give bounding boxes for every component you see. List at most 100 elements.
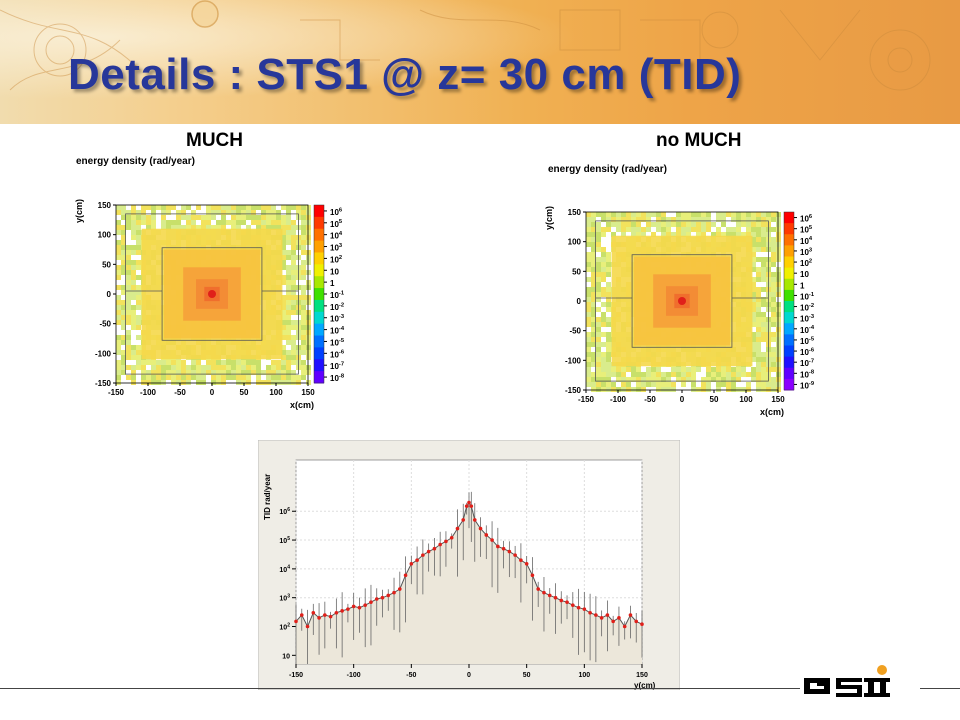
colorbar-band — [314, 264, 324, 277]
footer-rule — [0, 688, 960, 689]
data-point — [490, 538, 494, 542]
data-point — [519, 558, 523, 562]
data-point — [369, 600, 373, 604]
colorbar-band — [314, 335, 324, 348]
colorbar-tick-label: 104 — [330, 231, 343, 241]
heatmap-outline — [125, 213, 299, 375]
heatmap-cells — [116, 205, 311, 385]
colorbar-tick-label: 104 — [800, 236, 813, 246]
data-point — [469, 504, 474, 508]
data-point — [536, 587, 540, 591]
colorbar-band — [784, 323, 794, 335]
x-tick-label: 50 — [523, 672, 531, 679]
colorbar-band — [314, 240, 324, 253]
x-tick-label: -50 — [644, 395, 656, 404]
data-point — [524, 562, 529, 566]
y-tick-label: 50 — [572, 267, 581, 276]
banner-decoration — [0, 0, 960, 124]
x-tick-label: 50 — [710, 395, 719, 404]
y-axis-label: y(cm) — [74, 199, 84, 223]
data-point — [599, 616, 604, 620]
colorbar-tick-label: 106 — [330, 207, 342, 217]
data-point — [634, 619, 639, 624]
y-tick-label: 100 — [568, 238, 582, 247]
colorbar-tick-label: 10-4 — [330, 326, 345, 336]
data-point — [582, 607, 587, 611]
colorbar-band — [784, 367, 794, 380]
y-tick-label: -100 — [95, 349, 112, 358]
colorbar-band — [314, 311, 324, 325]
colorbar-tick-label: 10-2 — [800, 303, 814, 313]
colorbar-tick-label: 10-3 — [330, 314, 344, 324]
colorbar-tick-label: 102 — [330, 255, 342, 265]
colorbar-band — [314, 371, 324, 384]
y-tick-label: 0 — [577, 297, 582, 306]
colorbar-tick-label: 106 — [800, 214, 812, 224]
heatmap-title: energy density (rad/year) — [548, 164, 667, 175]
x-tick-label: 150 — [636, 672, 648, 679]
x-tick-label: -50 — [406, 672, 416, 679]
data-point — [640, 622, 644, 627]
data-point — [611, 619, 615, 624]
data-point — [542, 590, 546, 595]
y-axis-label: TID rad/year — [263, 474, 272, 520]
data-point — [559, 598, 564, 603]
colorbar-tick-label: 10 — [330, 267, 339, 276]
x-tick-label: -150 — [108, 388, 125, 397]
data-point — [444, 539, 448, 544]
data-point — [461, 518, 466, 522]
colorbar-tick-label: 10-2 — [330, 302, 344, 312]
colorbar-band — [784, 301, 794, 313]
y-tick-label: 150 — [568, 208, 582, 217]
data-point — [357, 605, 362, 610]
colorbar-tick-label: 10-1 — [800, 292, 815, 302]
data-point — [449, 535, 454, 540]
colorbar-tick-label: 105 — [800, 225, 813, 235]
colorbar-tick-label: 10-6 — [330, 350, 344, 360]
x-axis-label: x(cm) — [290, 400, 314, 410]
data-point — [380, 595, 385, 600]
y-tick-label: -100 — [565, 356, 582, 365]
data-point — [501, 546, 506, 551]
colorbar-band — [314, 205, 324, 218]
data-point — [622, 624, 627, 629]
data-point — [605, 613, 610, 617]
colorbar-band — [314, 359, 324, 372]
data-point — [478, 526, 483, 531]
colorbar-tick-label: 10-5 — [330, 338, 345, 348]
colorbar-band — [784, 356, 794, 369]
colorbar-tick-label: 102 — [800, 258, 812, 268]
colorbar-band — [784, 212, 794, 224]
heatmap-outline — [595, 220, 769, 382]
colorbar-band — [784, 345, 794, 358]
data-point — [571, 603, 575, 607]
x-tick-label: 100 — [578, 672, 590, 679]
colorbar-band — [784, 334, 794, 346]
x-axis-label: y(cm) — [634, 681, 656, 690]
data-point — [553, 595, 558, 600]
colorbar-tick-label: 10-8 — [800, 370, 815, 380]
data-point — [455, 526, 460, 531]
data-point — [576, 605, 581, 610]
heatmap-much: energy density (rad/year) -150 -100 -50 0 50 1… — [74, 156, 345, 410]
data-point — [594, 613, 598, 617]
x-tick-label: 0 — [467, 672, 471, 679]
y-tick-label: -50 — [99, 320, 111, 329]
colorbar-band — [314, 276, 324, 289]
colorbar-band — [314, 228, 324, 242]
data-point — [386, 593, 391, 598]
y-tick-label: 50 — [102, 260, 111, 269]
colorbar-band — [784, 267, 794, 280]
colorbar-band — [314, 252, 324, 265]
data-point — [472, 518, 477, 522]
colorbar-band — [314, 323, 324, 337]
x-tick-label: 0 — [680, 395, 685, 404]
panel-label-much: MUCH — [186, 130, 243, 151]
colorbar-tick-label: 10-3 — [800, 314, 814, 324]
y-tick-label: -150 — [565, 386, 582, 395]
x-tick-label: -100 — [347, 672, 361, 679]
data-point — [409, 562, 414, 566]
y-tick-label: 150 — [98, 201, 112, 210]
data-point — [363, 603, 367, 607]
y-tick-label: 0 — [107, 290, 112, 299]
